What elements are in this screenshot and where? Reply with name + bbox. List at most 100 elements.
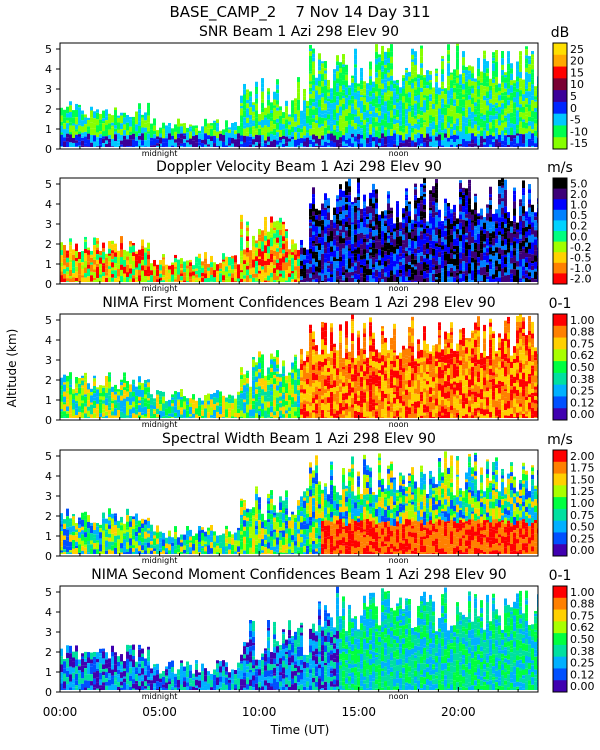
colorbar-tick-label: 0.12 <box>570 396 595 409</box>
colorbar-swatch <box>553 78 567 91</box>
colorbar-swatch <box>553 66 567 79</box>
colorbar-swatch <box>553 252 567 264</box>
x-tick-label: 10:00 <box>242 705 277 719</box>
colorbar-tick-label: 0.5 <box>570 209 588 222</box>
colorbar-unit: 0-1 <box>549 296 572 312</box>
colorbar-swatch <box>553 668 567 681</box>
y-tick-label: 3 <box>45 218 52 231</box>
colorbar-swatch <box>553 544 567 557</box>
y-tick-label: 0 <box>45 414 52 427</box>
colorbar-tick-label: 0.88 <box>570 598 595 611</box>
y-tick-label: 5 <box>45 314 52 327</box>
colorbar-swatch <box>553 656 567 669</box>
colorbar-tick-label: 0.62 <box>570 621 595 634</box>
colorbar-tick-label: 2.0 <box>570 188 588 201</box>
y-tick-label: 4 <box>45 470 52 483</box>
y-tick-label: 0 <box>45 550 52 563</box>
midnight-label: midnight <box>142 149 178 158</box>
midnight-label: midnight <box>142 420 178 429</box>
panel-2: Doppler Velocity Beam 1 Azi 298 Elev 90 m… <box>45 159 591 293</box>
colorbar-tick-label: -0.5 <box>570 252 591 265</box>
colorbar-tick-label: 1.50 <box>570 473 595 486</box>
colorbar-swatch <box>553 125 567 138</box>
y-tick-label: 2 <box>45 510 52 523</box>
colorbar-swatch <box>553 361 567 374</box>
midnight-label: midnight <box>142 556 178 565</box>
colorbar-tick-label: -10 <box>570 125 588 138</box>
y-tick-label: 4 <box>45 606 52 619</box>
heatmap-field <box>60 314 538 418</box>
heatmap-field <box>60 43 538 147</box>
colorbar-swatch <box>553 450 567 463</box>
colorbar-unit: m/s <box>547 160 573 176</box>
y-tick-label: 1 <box>45 394 52 407</box>
noon-label: noon <box>389 420 409 429</box>
colorbar-swatch <box>553 43 567 56</box>
colorbar-tick-label: 0.75 <box>570 509 595 522</box>
y-tick-label: 2 <box>45 646 52 659</box>
y-tick-label: 1 <box>45 666 52 679</box>
colorbar-swatch <box>553 609 567 622</box>
y-tick-label: 5 <box>45 178 52 191</box>
x-tick-label: 15:00 <box>341 705 376 719</box>
panel-4: Spectral Width Beam 1 Azi 298 Elev 90 m/s… <box>45 431 595 565</box>
colorbar-swatch <box>553 54 567 68</box>
colorbar-tick-label: -15 <box>570 137 588 150</box>
colorbar-tick-label: 0.00 <box>570 544 595 557</box>
y-tick-label: 2 <box>45 238 52 251</box>
x-tick-label: 00:00 <box>43 705 78 719</box>
colorbar-frame <box>552 177 568 285</box>
colorbar-tick-label: 0.75 <box>570 337 595 350</box>
colorbar-tick-label: 0.88 <box>570 326 595 339</box>
panel-title: NIMA Second Moment Confidences Beam 1 Az… <box>91 567 506 583</box>
colorbar-swatch <box>553 137 567 150</box>
panel-title: SNR Beam 1 Azi 298 Elev 90 <box>199 24 399 40</box>
colorbar-tick-label: 0.00 <box>570 680 595 693</box>
colorbar-tick-label: 10 <box>570 78 584 91</box>
colorbar-tick-label: 0.25 <box>570 657 595 670</box>
colorbar-swatch <box>553 485 567 498</box>
y-tick-label: 2 <box>45 374 52 387</box>
noon-label: noon <box>389 692 409 701</box>
midnight-label: midnight <box>142 692 178 701</box>
heatmap-field <box>60 178 538 282</box>
colorbar-tick-label: 0.00 <box>570 408 595 421</box>
colorbar-unit: 0-1 <box>549 568 572 584</box>
colorbar-swatch <box>553 520 567 533</box>
panel-title: Doppler Velocity Beam 1 Azi 298 Elev 90 <box>156 159 442 175</box>
noon-label: noon <box>389 284 409 293</box>
y-tick-label: 4 <box>45 334 52 347</box>
colorbar-tick-label: -1.0 <box>570 262 591 275</box>
colorbar-tick-label: 0.50 <box>570 633 595 646</box>
colorbar-swatch <box>553 90 567 103</box>
colorbar-swatch <box>553 384 567 397</box>
panels: SNR Beam 1 Azi 298 Elev 90 dB 0 1 2 3 4 5 midnig… <box>45 24 595 701</box>
colorbar-tick-label: 1.75 <box>570 462 595 475</box>
panel-title: NIMA First Moment Confidences Beam 1 Azi… <box>102 295 495 311</box>
colorbar-tick-label: 0.50 <box>570 521 595 534</box>
y-tick-label: 3 <box>45 83 52 96</box>
panel-title: Spectral Width Beam 1 Azi 298 Elev 90 <box>162 431 436 447</box>
colorbar-swatch <box>553 532 567 545</box>
colorbar-swatch <box>553 597 567 611</box>
y-tick-label: 1 <box>45 530 52 543</box>
y-tick-label: 4 <box>45 198 52 211</box>
colorbar-swatch <box>553 325 567 339</box>
colorbar-swatch <box>553 644 567 658</box>
colorbar-frame <box>552 42 568 150</box>
y-tick-label: 0 <box>45 686 52 699</box>
y-tick-label: 1 <box>45 258 52 271</box>
colorbar-swatch <box>553 337 567 350</box>
colorbar-swatch <box>553 199 567 211</box>
colorbar-tick-label: 0.50 <box>570 361 595 374</box>
midnight-label: midnight <box>142 284 178 293</box>
panel-1: SNR Beam 1 Azi 298 Elev 90 dB 0 1 2 3 4 5 midnig… <box>45 24 588 158</box>
figure-header: BASE_CAMP_2 7 Nov 14 Day 311 <box>169 3 430 22</box>
colorbar-tick-label: -0.2 <box>570 241 591 254</box>
colorbar-swatch <box>553 408 567 421</box>
panel-3: NIMA First Moment Confidences Beam 1 Azi… <box>45 295 595 429</box>
colorbar-tick-label: 1.0 <box>570 199 588 212</box>
x-tick-labels: 00:00 05:00 10:00 15:00 20:00 <box>43 705 476 719</box>
y-tick-label: 3 <box>45 490 52 503</box>
